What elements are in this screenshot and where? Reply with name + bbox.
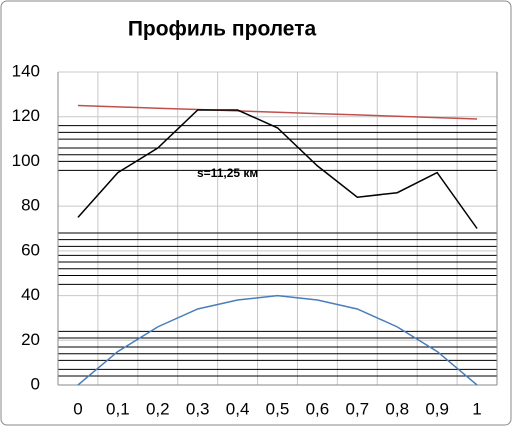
x-tick-label: 0,1: [106, 399, 130, 418]
y-tick-label: 60: [21, 240, 40, 259]
y-tick-label: 40: [21, 285, 40, 304]
y-tick-label: 100: [12, 151, 40, 170]
y-tick-label: 80: [21, 196, 40, 215]
x-tick-label: 0,2: [146, 399, 170, 418]
x-tick-label: 0,4: [226, 399, 250, 418]
series-line: [77, 109, 478, 229]
y-tick-label: 140: [12, 61, 40, 80]
x-tick-label: 0,3: [186, 399, 210, 418]
chart-title: Профиль пролета: [128, 18, 317, 41]
x-tick-label: 0,9: [425, 399, 449, 418]
series-line: [77, 104, 478, 120]
x-tick-label: 0,7: [345, 399, 369, 418]
series-line: [77, 294, 478, 386]
y-tick-label: 120: [12, 106, 40, 125]
x-tick-label: 0,6: [306, 399, 330, 418]
x-tick-label: 0,5: [266, 399, 290, 418]
y-tick-label: 20: [21, 330, 40, 349]
x-tick-label: 1: [472, 399, 481, 418]
x-tick-label: 0,8: [385, 399, 409, 418]
x-tick-label: 0: [73, 399, 82, 418]
annotation: s=11,25 км: [197, 166, 258, 180]
y-tick-label: 0: [31, 374, 40, 393]
